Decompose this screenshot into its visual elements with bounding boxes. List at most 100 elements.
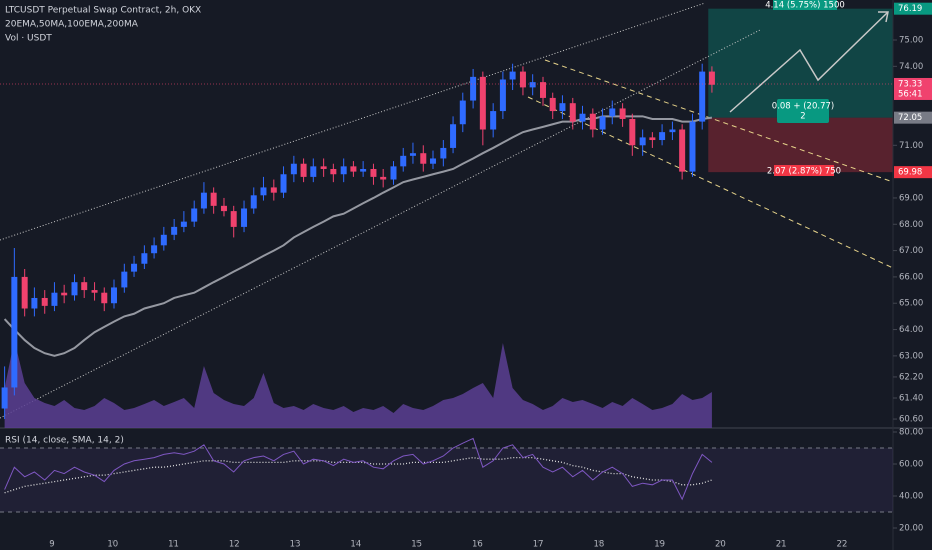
position-zone: [708, 8, 893, 173]
candle-body: [280, 174, 287, 193]
x-tick-label: 19: [654, 540, 665, 550]
x-tick-label: 13: [290, 540, 301, 550]
price-badge: [894, 111, 932, 124]
candle-body: [409, 153, 416, 156]
candle-body: [490, 111, 497, 130]
candle-body: [599, 116, 606, 130]
y-tick-label: 61.40: [899, 393, 923, 403]
candle-body: [300, 163, 307, 177]
candle-body: [539, 82, 546, 98]
target-text: 4.14 (5.75%) 1500: [765, 1, 845, 11]
candle-body: [250, 195, 257, 209]
x-tick-label: 18: [593, 540, 604, 550]
candle-body: [589, 113, 596, 130]
candle-body: [160, 234, 167, 246]
candle-body: [180, 221, 187, 227]
candle-body: [679, 129, 686, 172]
x-tick-label: 15: [411, 540, 422, 550]
ratio-text: 0.08 + (20.77): [772, 102, 834, 112]
rsi-y-tick-label: 20.00: [899, 524, 923, 534]
stop-badge: [774, 165, 834, 176]
x-tick-label: 11: [168, 540, 179, 550]
rsi-line: [4, 437, 713, 501]
x-tick-label: 21: [776, 540, 787, 550]
candle-body: [340, 166, 347, 175]
candle-body: [459, 100, 466, 125]
projection-path: [729, 11, 889, 113]
x-tick-label: 16: [472, 540, 483, 550]
stop-text: 2.07 (2.87%) 750: [767, 167, 841, 177]
candle-body: [270, 187, 277, 193]
chart-title: LTCUSDT Perpetual Swap Contract, 2h, OKX: [5, 6, 201, 16]
candle-body: [499, 79, 506, 112]
candle-body: [51, 292, 58, 306]
candle-body: [549, 97, 556, 112]
drawings: [0, 2, 894, 419]
ratio-badge: [777, 99, 829, 123]
rsi-y-tick-label: 40.00: [899, 492, 923, 502]
candle-body: [131, 263, 138, 272]
candle-body: [649, 137, 656, 141]
candle-body: [470, 76, 477, 101]
channel-line: [527, 96, 894, 269]
y-tick-label: 63.00: [899, 351, 923, 361]
candle-body: [91, 290, 98, 293]
candle-body: [230, 211, 237, 227]
candle-body: [380, 176, 387, 180]
volume-area: [4, 340, 712, 428]
rsi-band: [0, 448, 893, 512]
y-tick-label: 65.00: [899, 299, 923, 309]
candle-body: [71, 282, 78, 296]
candle-body: [400, 155, 407, 167]
y-tick-label: 60.60: [899, 415, 923, 425]
candle-body: [110, 287, 117, 304]
candle-body: [708, 71, 715, 85]
price-badge-label: 69.98: [898, 168, 922, 178]
candle-body: [430, 158, 437, 164]
candle-body: [669, 129, 676, 133]
volume-legend: Vol · USDT: [5, 34, 52, 44]
rsi-y-tick-label: 60.00: [899, 460, 923, 470]
candle-body: [360, 168, 367, 172]
x-tick-label: 12: [229, 540, 240, 550]
candle-body: [440, 147, 447, 159]
candle-body: [260, 187, 267, 196]
candle-body: [699, 71, 706, 122]
price-badge-label: 72.05: [898, 113, 922, 123]
candle-body: [370, 168, 377, 177]
x-tick-label: 14: [350, 540, 361, 550]
candle-body: [559, 103, 566, 112]
candle-body: [519, 71, 526, 88]
candle-body: [241, 208, 248, 227]
projection-arrow: [878, 11, 889, 23]
y-tick-label: 66.00: [899, 272, 923, 282]
candle-body: [420, 153, 427, 164]
candle-body: [171, 226, 178, 235]
candle-body: [639, 137, 646, 146]
y-tick-label: 68.00: [899, 220, 923, 230]
y-tick-label: 71.00: [899, 141, 923, 151]
candle-body: [450, 124, 457, 148]
candle-body: [81, 282, 88, 291]
candle-body: [320, 166, 327, 169]
price-badge-label: 76.19: [898, 4, 922, 14]
indicator-legend: 20EMA,50MA,100EMA,200MA: [5, 20, 139, 30]
x-tick-label: 10: [107, 540, 118, 550]
candle-body: [220, 205, 227, 212]
candle-body: [141, 253, 148, 264]
candle-body: [11, 276, 18, 388]
candle-body: [569, 103, 576, 122]
y-tick-label: 69.00: [899, 193, 923, 203]
candle-body: [191, 208, 198, 222]
rsi-legend: RSI (14, close, SMA, 14, 2): [5, 436, 124, 446]
candle-body: [151, 245, 158, 254]
price-badge: [894, 2, 932, 15]
candle-body: [330, 168, 337, 175]
candle-body: [619, 108, 626, 119]
candle-body: [629, 118, 636, 146]
candle-body: [101, 292, 108, 304]
rsi-ma-line: [4, 456, 713, 494]
y-tick-label: 64.00: [899, 325, 923, 335]
candle-body: [210, 192, 217, 206]
candle-body: [479, 76, 486, 130]
